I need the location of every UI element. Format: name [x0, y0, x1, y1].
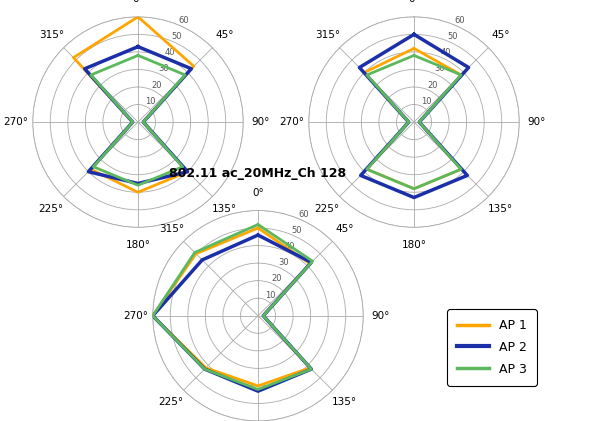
Line: AP 1: AP 1 [74, 17, 194, 192]
AP 2 [405, 120, 412, 125]
AP 3 [87, 72, 94, 77]
AP 2 [188, 66, 195, 71]
AP 2 [184, 169, 191, 174]
AP 3 [254, 222, 262, 227]
AP 2 [81, 66, 88, 71]
AP 3 [416, 120, 423, 125]
AP 1 [410, 46, 418, 51]
Line: AP 3: AP 3 [91, 56, 185, 185]
AP 3 [260, 313, 267, 318]
AP 3 [309, 258, 316, 264]
AP 1 [410, 46, 418, 51]
Line: AP 2: AP 2 [153, 235, 311, 391]
Line: AP 3: AP 3 [153, 224, 313, 389]
AP 1 [190, 64, 197, 69]
AP 3 [134, 53, 142, 58]
AP 2 [254, 232, 262, 237]
AP 1 [184, 169, 191, 174]
AP 2 [140, 120, 147, 125]
AP 1 [458, 167, 465, 172]
AP 3 [129, 120, 136, 125]
AP 1 [254, 226, 262, 231]
AP 1 [260, 313, 267, 318]
Legend: AP 1, AP 2, AP 3: AP 1, AP 2, AP 3 [448, 309, 536, 386]
AP 1 [458, 72, 465, 77]
AP 3 [134, 53, 142, 58]
AP 2 [356, 65, 363, 70]
AP 3 [254, 222, 262, 227]
AP 2 [308, 260, 315, 265]
AP 2 [254, 232, 262, 237]
AP 1 [307, 261, 314, 266]
AP 3 [90, 164, 97, 169]
Line: AP 1: AP 1 [364, 48, 461, 189]
AP 3 [458, 72, 465, 77]
AP 1 [254, 226, 262, 231]
AP 3 [363, 72, 370, 77]
AP 2 [308, 367, 315, 372]
AP 1 [149, 313, 157, 318]
AP 3 [149, 313, 157, 318]
AP 2 [357, 173, 364, 178]
AP 3 [410, 186, 418, 191]
AP 3 [363, 167, 370, 172]
AP 3 [191, 250, 199, 255]
AP 3 [458, 167, 465, 172]
AP 1 [307, 365, 314, 370]
AP 2 [129, 120, 136, 125]
AP 2 [85, 169, 92, 174]
AP 2 [410, 32, 418, 37]
AP 3 [308, 367, 315, 372]
AP 3 [410, 53, 418, 58]
Line: AP 2: AP 2 [359, 35, 469, 197]
AP 1 [134, 14, 142, 19]
AP 3 [201, 367, 208, 372]
AP 2 [416, 120, 423, 125]
AP 2 [410, 195, 418, 200]
AP 2 [149, 313, 157, 318]
AP 2 [199, 257, 206, 262]
AP 1 [134, 190, 142, 195]
AP 1 [129, 120, 136, 125]
AP 3 [254, 387, 262, 392]
AP 2 [410, 32, 418, 37]
AP 1 [87, 167, 94, 172]
AP 3 [405, 120, 412, 125]
AP 1 [361, 70, 368, 75]
AP 3 [134, 183, 142, 188]
AP 2 [134, 181, 142, 186]
AP 1 [363, 167, 370, 172]
AP 1 [193, 251, 200, 256]
Line: AP 2: AP 2 [85, 47, 191, 184]
AP 3 [179, 164, 186, 169]
AP 1 [254, 384, 262, 389]
Line: AP 1: AP 1 [153, 228, 310, 386]
AP 2 [134, 44, 142, 49]
AP 1 [134, 14, 142, 19]
AP 1 [140, 120, 147, 125]
AP 2 [260, 313, 267, 318]
AP 1 [410, 186, 418, 191]
AP 1 [202, 365, 209, 370]
Line: AP 3: AP 3 [367, 56, 461, 189]
AP 1 [405, 120, 412, 125]
AP 2 [464, 173, 471, 178]
AP 2 [254, 389, 262, 394]
AP 2 [201, 367, 208, 372]
AP 2 [465, 65, 472, 70]
AP 3 [182, 72, 189, 77]
Title: 802.11 ac_20MHz_Ch 128: 802.11 ac_20MHz_Ch 128 [169, 167, 347, 180]
AP 3 [410, 53, 418, 58]
AP 3 [140, 120, 147, 125]
AP 2 [134, 44, 142, 49]
AP 1 [416, 120, 423, 125]
AP 1 [70, 55, 77, 60]
